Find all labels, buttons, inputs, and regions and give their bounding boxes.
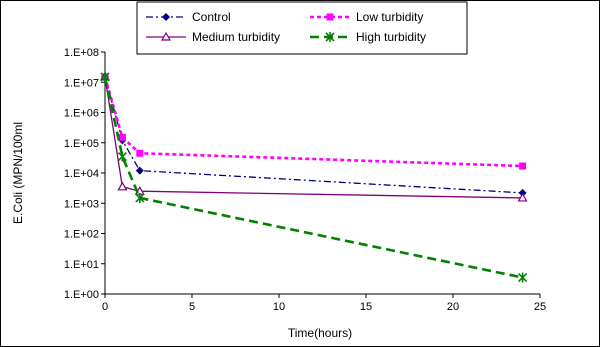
legend-label: High turbidity (356, 30, 426, 44)
data-point (100, 71, 110, 82)
data-point (160, 31, 172, 41)
x-tick-label: 0 (102, 301, 108, 313)
y-tick-label: 1.E+08 (64, 47, 99, 59)
data-point (136, 149, 144, 157)
legend-items: Control Low turbidity Medium turbidity High… (146, 10, 426, 44)
data-point (518, 272, 528, 283)
x-tick-label: 15 (360, 301, 372, 313)
data-point (135, 192, 145, 203)
y-tick-label: 1.E+00 (64, 289, 99, 301)
y-axis-title: E.Coli (MPN/100ml (11, 122, 25, 224)
x-tick-label: 25 (534, 301, 546, 313)
series-line (103, 76, 523, 168)
data-point (517, 192, 528, 202)
data-point (135, 166, 144, 175)
data-point (117, 181, 128, 191)
legend-item: Low turbidity (310, 10, 423, 24)
data-point (118, 133, 126, 141)
legend: Control Low turbidity Medium turbidity High… (136, 1, 468, 55)
x-ticks: 0 5 10 15 20 25 (102, 294, 546, 313)
series-line (104, 76, 523, 194)
y-tick-label: 1.E+02 (64, 229, 99, 241)
series-line (104, 76, 523, 199)
legend-item: Control (146, 10, 231, 24)
y-tick-label: 1.E+07 (64, 77, 99, 89)
data-point (117, 151, 127, 162)
data-point (519, 162, 527, 170)
series-layer (99, 71, 528, 283)
legend-box (136, 1, 468, 55)
x-tick-label: 20 (447, 301, 459, 313)
x-axis-title: Time(hours) (288, 326, 352, 340)
y-tick-label: 1.E+06 (64, 108, 99, 120)
y-ticks: 1.E+00 1.E+01 1.E+02 1.E+03 1.E+04 1.E+05 1.E+… (64, 47, 105, 301)
y-tick-label: 1.E+01 (64, 259, 99, 271)
series-line (103, 76, 523, 279)
legend-item: High turbidity (310, 30, 426, 44)
x-tick-label: 5 (189, 301, 195, 313)
legend-item: Medium turbidity (146, 30, 280, 44)
data-point (162, 13, 170, 21)
series (100, 71, 528, 283)
y-tick-label: 1.E+04 (64, 168, 99, 180)
legend-label: Low turbidity (356, 10, 423, 24)
legend-label: Medium turbidity (192, 30, 280, 44)
legend-label: Control (192, 10, 231, 24)
y-tick-label: 1.E+05 (64, 138, 99, 150)
x-tick-label: 10 (273, 301, 285, 313)
data-point (326, 13, 334, 21)
data-point (325, 32, 335, 42)
y-tick-label: 1.E+03 (64, 198, 99, 210)
